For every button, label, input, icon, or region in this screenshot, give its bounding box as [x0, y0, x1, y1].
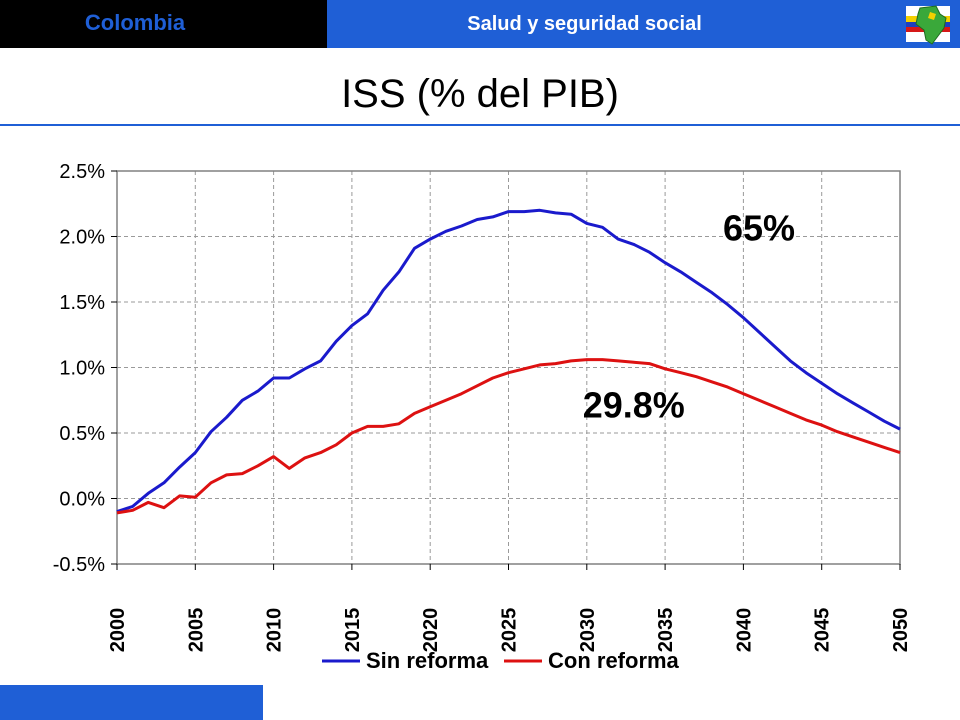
- x-tick-label: 2020: [420, 608, 442, 653]
- colombia-map-logo-icon: [906, 5, 950, 45]
- country-label: Colombia: [84, 10, 186, 35]
- legend-label: Sin reforma: [366, 648, 489, 673]
- x-tick-label: 2030: [577, 608, 599, 653]
- y-tick-label: 1.5%: [59, 292, 105, 314]
- annotation-label: 29.8%: [583, 384, 685, 425]
- x-tick-label: 2050: [890, 608, 912, 653]
- annotation-label: 65%: [723, 207, 795, 248]
- x-tick-label: 2045: [812, 608, 834, 653]
- legend-label: Con reforma: [548, 648, 680, 673]
- x-tick-label: 2005: [185, 608, 207, 653]
- title-divider: [0, 124, 960, 126]
- x-tick-label: 2040: [733, 608, 755, 653]
- section-title: Salud y seguridad social: [467, 13, 702, 35]
- y-tick-label: 2.0%: [59, 227, 105, 249]
- y-tick-label: 2.5%: [59, 161, 105, 183]
- y-tick-label: 0.0%: [59, 489, 105, 511]
- iss-line-chart: -0.5%0.0%0.5%1.0%1.5%2.0%2.5% 2000 2005 20…: [53, 161, 912, 673]
- header-left-bar: Colombia: [0, 0, 327, 48]
- x-tick-label: 2015: [342, 608, 364, 653]
- series-line-sin-reforma: [116, 208, 901, 514]
- series-line-con-reforma: [116, 358, 901, 515]
- x-axis: 2000 2005 2010 2015 2020 2025 2030 2035 2040 2045…: [107, 564, 912, 652]
- y-tick-label: -0.5%: [53, 554, 105, 576]
- series-lines: [116, 208, 901, 515]
- x-tick-label: 2025: [499, 608, 521, 653]
- x-tick-label: 2000: [107, 608, 129, 653]
- x-tick-label: 2035: [655, 608, 677, 653]
- y-tick-label: 0.5%: [59, 423, 105, 445]
- footer-bar: [0, 685, 263, 720]
- legend: Sin reforma Con reforma: [322, 648, 680, 673]
- annotations: 65% 29.8%: [583, 207, 795, 425]
- y-axis: -0.5% 0.0% 0.5% 1.0% 1.5% 2.0% 2.5%: [53, 161, 117, 576]
- header-right-bar: Salud y seguridad social: [327, 0, 960, 48]
- slide-title: ISS (% del PIB): [341, 72, 619, 116]
- y-tick-label: 1.0%: [59, 358, 105, 380]
- x-tick-label: 2010: [264, 608, 286, 653]
